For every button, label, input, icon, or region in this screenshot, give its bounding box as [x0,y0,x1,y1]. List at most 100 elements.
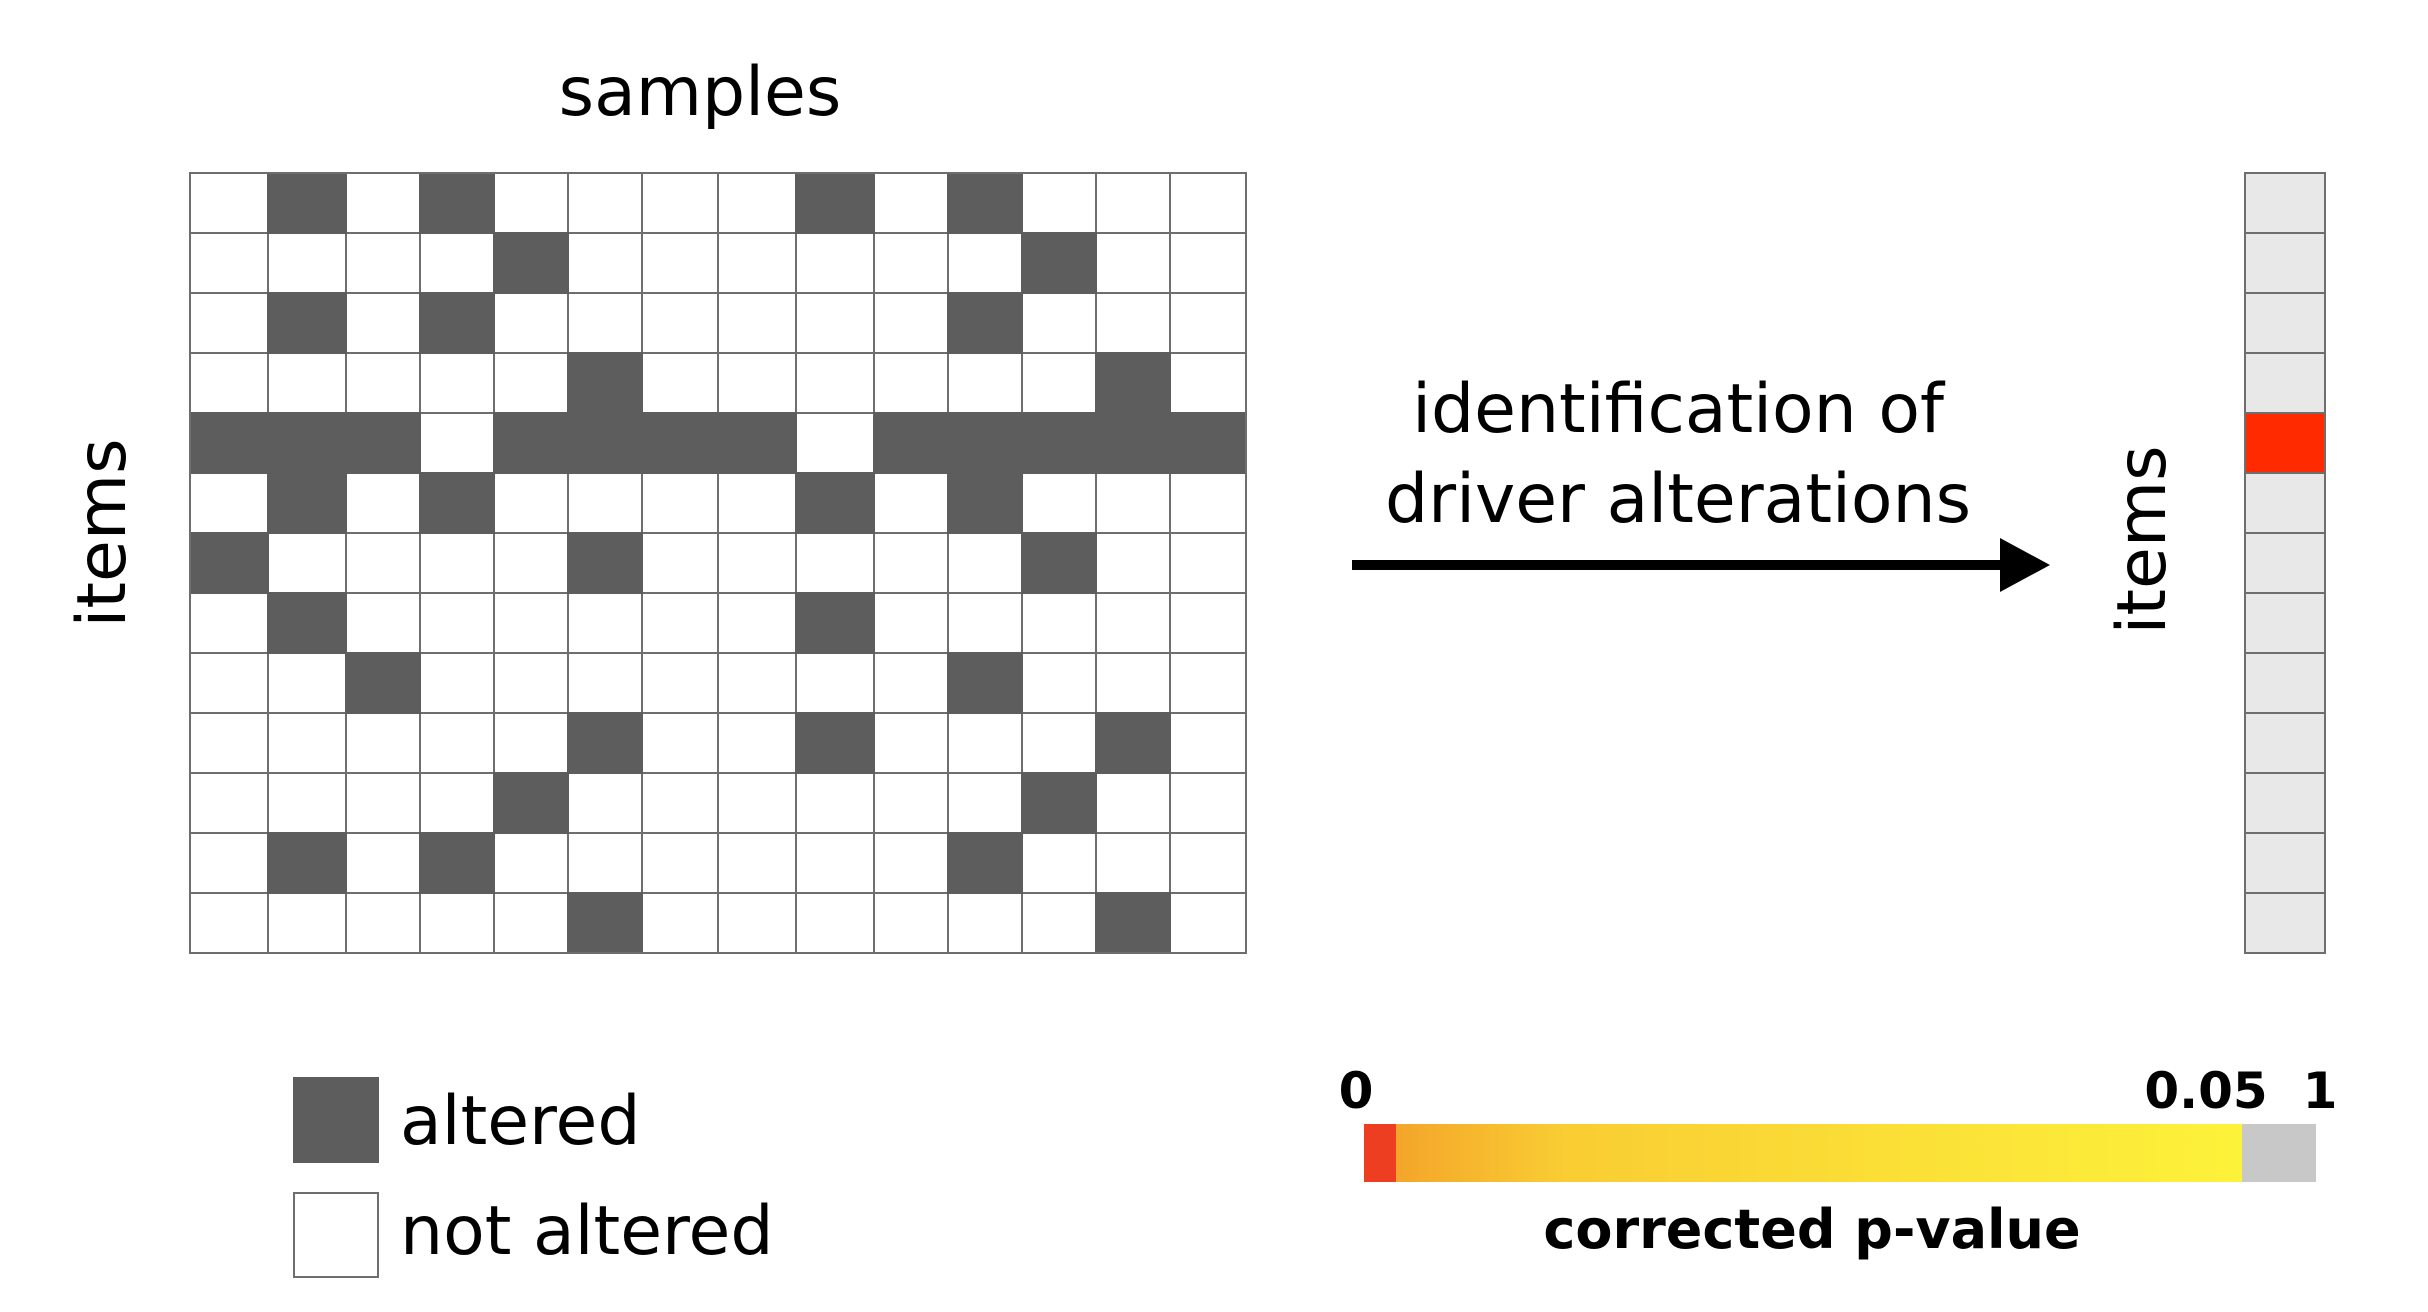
samples-label: samples [559,53,842,132]
matrix-cell-not-altered [641,292,719,354]
colorbar-tick-1: 1 [2303,1062,2338,1120]
matrix-cell-not-altered [345,592,421,654]
matrix-cell-not-altered [1095,472,1171,534]
matrix-cell-not-altered [1021,472,1097,534]
matrix-cell-not-altered [567,772,643,834]
matrix-cell-altered-fill [641,412,719,474]
matrix-cell-not-altered [717,532,797,594]
matrix-cell-not-altered [795,832,875,894]
legend-not-altered-swatch [293,1192,379,1278]
legend-altered-swatch [293,1077,379,1163]
matrix-cell-altered-fill [1021,532,1097,594]
matrix-cell-not-altered [567,472,643,534]
alteration-matrix [189,172,1247,954]
matrix-cell-altered-fill [1021,772,1097,834]
matrix-cell-altered-fill [717,412,797,474]
matrix-cell-altered-fill [419,832,495,894]
matrix-cell-not-altered [189,172,269,234]
matrix-cell-altered-fill [419,472,495,534]
colorbar-tick-0: 0 [1339,1062,1374,1120]
matrix-cell-not-altered [493,592,569,654]
matrix-cell-not-altered [641,832,719,894]
matrix-cell-not-altered [947,772,1023,834]
matrix-cell-altered-fill [947,652,1023,714]
matrix-cell-not-altered [1021,592,1097,654]
matrix-cell-not-altered [189,712,269,774]
matrix-cell-not-altered [947,232,1023,294]
matrix-cell-not-altered [1021,172,1097,234]
matrix-cell-not-altered [345,232,421,294]
matrix-cell-not-altered [1095,232,1171,294]
matrix-cell-not-altered [419,532,495,594]
matrix-cell-altered-fill [1095,352,1171,414]
matrix-cell-not-altered [1021,712,1097,774]
matrix-border [189,172,1247,954]
matrix-cell-not-altered [189,352,269,414]
matrix-cell-not-altered [717,172,797,234]
matrix-cell-not-altered [345,292,421,354]
matrix-cell-not-altered [641,892,719,954]
result-cell-nonsignificant [2244,592,2326,654]
matrix-cell-not-altered [493,832,569,894]
matrix-cell-not-altered [419,412,495,474]
matrix-cell-not-altered [717,712,797,774]
matrix-cell-not-altered [1095,292,1171,354]
matrix-cell-not-altered [1095,172,1171,234]
matrix-cell-not-altered [345,532,421,594]
matrix-cell-altered-fill [567,352,643,414]
matrix-cell-not-altered [567,172,643,234]
matrix-cell-not-altered [267,352,347,414]
result-cell-nonsignificant [2244,652,2326,714]
legend-not-altered-label: not altered [400,1192,774,1271]
matrix-cell-not-altered [567,292,643,354]
matrix-cell-altered-fill [947,292,1023,354]
matrix-cell-altered-fill [1095,892,1171,954]
matrix-cell-not-altered [567,592,643,654]
matrix-cell-not-altered [873,532,949,594]
matrix-cell-not-altered [267,712,347,774]
matrix-cell-not-altered [795,412,875,474]
p-value-colorbar [1364,1124,2316,1182]
matrix-cell-not-altered [493,892,569,954]
matrix-cell-not-altered [1169,172,1247,234]
result-column [2244,172,2326,954]
matrix-cell-not-altered [873,832,949,894]
colorbar-title: corrected p-value [1543,1198,2080,1261]
matrix-cell-altered-fill [873,412,949,474]
matrix-cell-not-altered [189,292,269,354]
matrix-cell-not-altered [493,292,569,354]
matrix-cell-not-altered [189,652,269,714]
matrix-cell-altered-fill [493,412,569,474]
matrix-cell-not-altered [419,772,495,834]
matrix-cell-not-altered [641,472,719,534]
matrix-cell-altered-fill [795,712,875,774]
matrix-cell-not-altered [641,172,719,234]
matrix-cell-not-altered [795,352,875,414]
matrix-cell-not-altered [641,652,719,714]
matrix-cell-not-altered [567,832,643,894]
items-left-label: items [63,438,142,627]
matrix-cell-altered-fill [267,832,347,894]
matrix-cell-not-altered [1021,832,1097,894]
matrix-cell-not-altered [947,892,1023,954]
matrix-cell-altered-fill [795,592,875,654]
matrix-cell-not-altered [947,592,1023,654]
matrix-cell-altered-fill [567,892,643,954]
matrix-cell-not-altered [795,652,875,714]
matrix-cell-altered-fill [947,172,1023,234]
matrix-cell-not-altered [419,592,495,654]
matrix-cell-not-altered [189,232,269,294]
matrix-cell-altered-fill [345,652,421,714]
matrix-cell-altered-fill [1095,712,1171,774]
matrix-cell-not-altered [493,652,569,714]
result-cell-nonsignificant [2244,832,2326,894]
matrix-cell-altered-fill [795,472,875,534]
matrix-cell-not-altered [1169,832,1247,894]
matrix-cell-not-altered [873,652,949,714]
matrix-cell-not-altered [873,592,949,654]
matrix-cell-altered-fill [419,172,495,234]
arrow-label-line2: driver alterations [1385,460,1971,539]
matrix-cell-not-altered [1169,352,1247,414]
matrix-cell-not-altered [795,292,875,354]
